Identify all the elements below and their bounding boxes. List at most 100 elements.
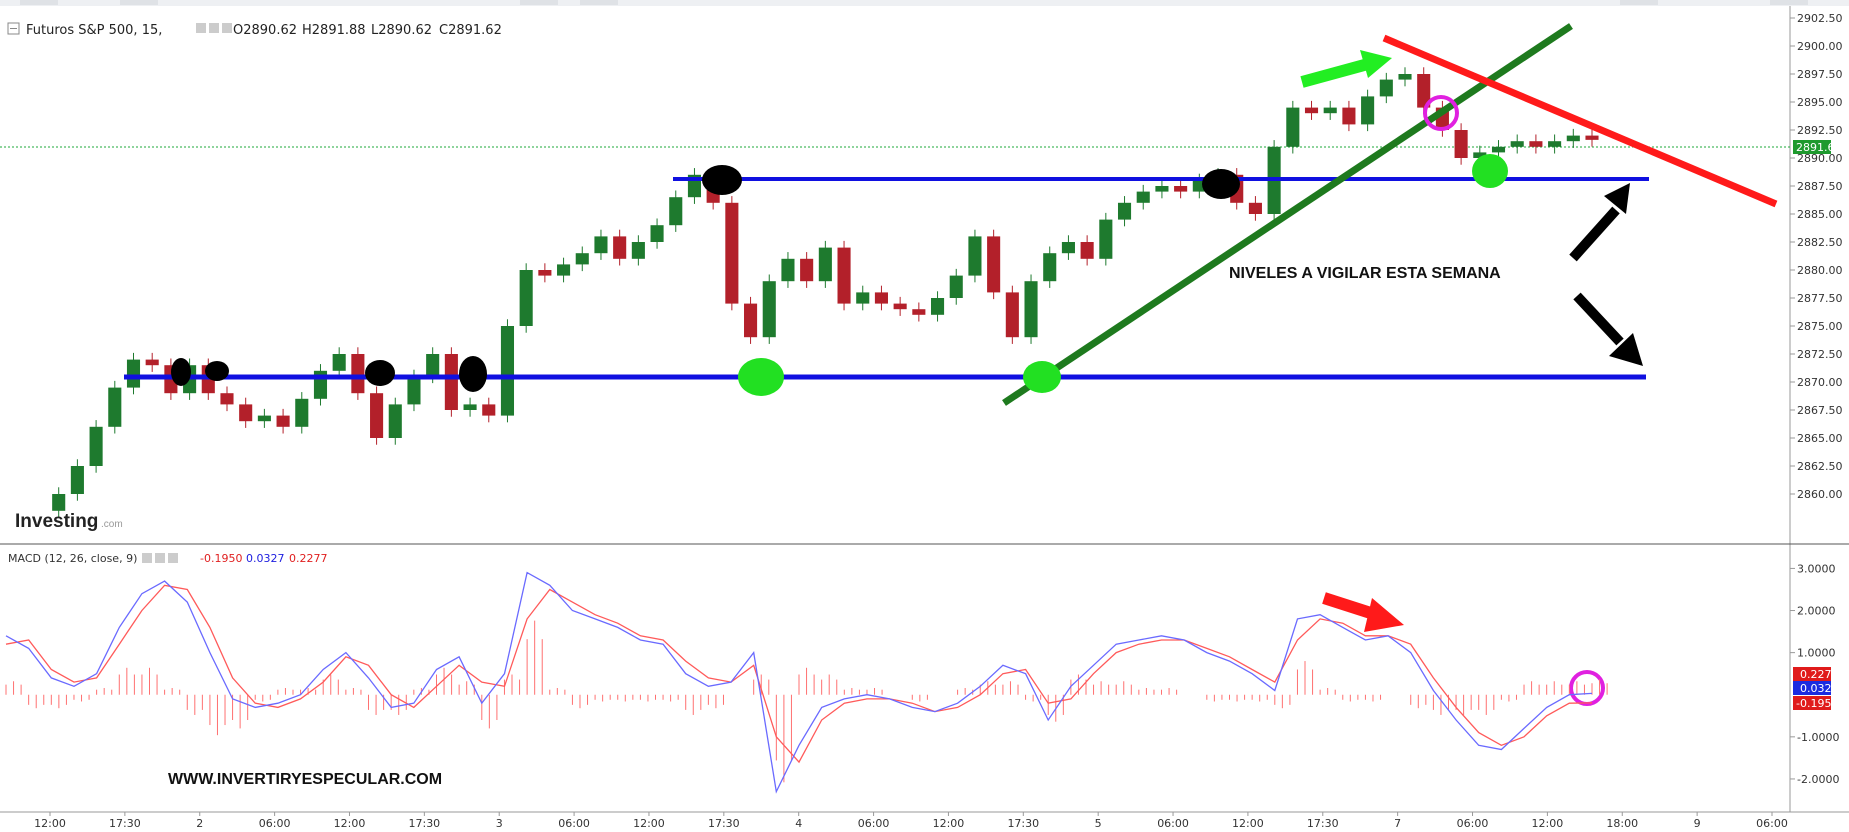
toolbar-button[interactable] [120, 0, 158, 5]
red-arrow [1322, 592, 1404, 632]
time-tick-label: 06:00 [858, 817, 890, 830]
open-value: O2890.62 [233, 23, 297, 38]
time-tick-label: 5 [1095, 817, 1102, 830]
toolbar-button[interactable] [1770, 0, 1808, 5]
close-icon[interactable] [168, 553, 178, 563]
candle-body [762, 281, 776, 338]
settings-icon[interactable] [209, 23, 219, 33]
candle-body [818, 247, 832, 282]
time-tick-label: 7 [1394, 817, 1401, 830]
price-tick-label: 2885.00 [1797, 208, 1843, 221]
time-tick-label: 18:00 [1606, 817, 1638, 830]
eye-icon[interactable] [142, 553, 152, 563]
candle-body [407, 376, 421, 405]
toolbar-button[interactable] [1620, 0, 1658, 5]
candle-body [482, 404, 496, 416]
time-tick-label: 12:00 [1532, 817, 1564, 830]
macd-badge-top-label: 0.2277 [1800, 668, 1839, 681]
candle-body [220, 393, 234, 405]
symbol-title: Futuros S&P 500, 15, [26, 23, 162, 38]
macd-badge-mid-label: 0.0327 [1800, 682, 1839, 695]
candle-body [1099, 219, 1113, 259]
candle-body [781, 258, 795, 282]
close-value: C2891.62 [439, 23, 502, 38]
close-icon[interactable] [222, 23, 232, 33]
candle-body [1043, 253, 1057, 282]
toolbar-button[interactable] [20, 0, 58, 5]
touch-marker [459, 356, 487, 392]
candle-body [1379, 79, 1393, 97]
touch-marker [702, 165, 742, 195]
candle-body [987, 236, 1001, 293]
candle-body [388, 404, 402, 438]
candle-body [276, 415, 290, 427]
support-marker [1472, 154, 1508, 188]
candle-body [145, 359, 159, 366]
price-tick-label: 2900.00 [1797, 40, 1843, 53]
time-tick-label: 3 [496, 817, 503, 830]
candle-body [744, 303, 758, 338]
time-tick-label: 12:00 [633, 817, 665, 830]
time-tick-label: 12:00 [1232, 817, 1264, 830]
candle-body [575, 253, 589, 265]
price-tick-label: 2902.50 [1797, 12, 1843, 25]
macd-signal-value: 0.0327 [246, 552, 285, 565]
candle-body [650, 225, 664, 242]
candle-body [295, 398, 309, 427]
time-tick-label: 17:30 [1007, 817, 1039, 830]
macd-badge-top [1793, 667, 1831, 681]
macd-badge-bot-label: -0.1950 [1796, 697, 1838, 710]
settings-icon[interactable] [155, 553, 165, 563]
time-tick-label: 06:00 [1157, 817, 1189, 830]
black-arrow-down [1573, 292, 1643, 366]
candle-body [1361, 96, 1375, 125]
candle-body [1454, 130, 1468, 158]
candle-body [1136, 191, 1150, 203]
candle-body [800, 258, 814, 282]
candle-body [426, 354, 440, 377]
signal-line [5, 584, 1593, 764]
candle-body [500, 326, 515, 416]
candle-body [874, 292, 888, 304]
candle-body [519, 270, 533, 326]
time-tick-label: 12:00 [933, 817, 965, 830]
toolbar-button[interactable] [580, 0, 618, 5]
support-marker [1023, 361, 1061, 393]
toolbar-button[interactable] [520, 0, 558, 5]
candle-body [1491, 146, 1506, 153]
time-axis: 12:00 17:30 2 06:00 12:00 17:30 3 06:00 12:00 17:… [34, 812, 1788, 830]
candle-body [351, 354, 365, 394]
candle-body [1417, 74, 1431, 108]
candle-body [1510, 141, 1524, 147]
support-marker [738, 358, 784, 396]
eye-icon[interactable] [196, 23, 206, 33]
price-tick-label: 2860.00 [1797, 488, 1843, 501]
last-price-badge [1793, 140, 1831, 154]
collapse-icon[interactable] [7, 22, 20, 35]
time-tick-label: 9 [1694, 817, 1701, 830]
candle-body [930, 298, 945, 315]
watermark-logo: Investing [15, 511, 98, 532]
macd-hist-value: -0.1950 [200, 552, 242, 565]
macd-tick-label: 2.0000 [1797, 605, 1836, 618]
candle-body [856, 292, 870, 304]
time-tick-label: 17:30 [708, 817, 740, 830]
price-tick-label: 2867.50 [1797, 404, 1843, 417]
low-value: L2890.62 [371, 23, 432, 38]
price-tick-label: 2862.50 [1797, 460, 1843, 473]
price-axis: 2902.50 2900.00 2897.50 2895.00 2892.50 2890.… [1790, 12, 1843, 501]
candle-body [239, 404, 253, 422]
candle-body [837, 247, 851, 304]
candle-body [557, 264, 571, 276]
candle-body [1398, 74, 1412, 80]
time-tick-label: 2 [196, 817, 203, 830]
candle-body [1155, 186, 1169, 192]
candle-body [1585, 135, 1599, 140]
last-price-label: 2891.62 [1796, 141, 1842, 154]
macd-line [5, 571, 1593, 794]
time-tick-label: 17:30 [109, 817, 141, 830]
macd-tick-label: 1.0000 [1797, 647, 1836, 660]
candle-body [912, 309, 926, 315]
price-tick-label: 2897.50 [1797, 68, 1843, 81]
